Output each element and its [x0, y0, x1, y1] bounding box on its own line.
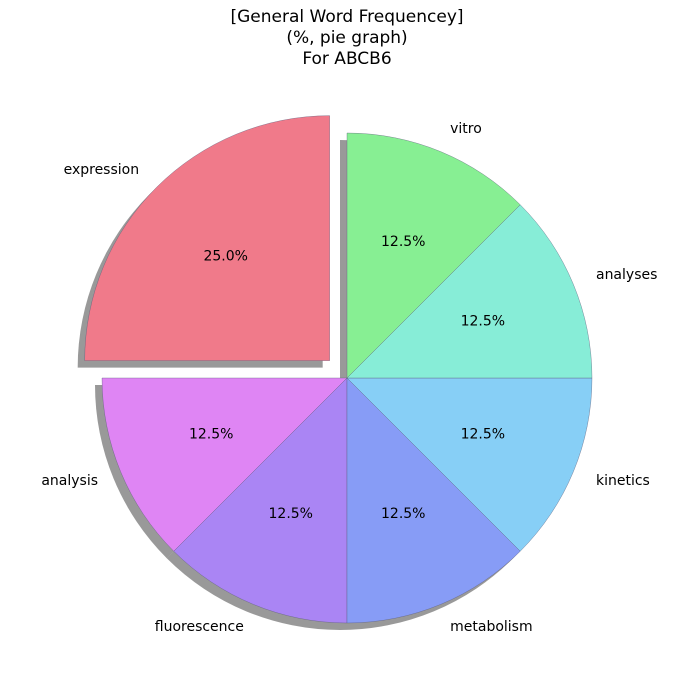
- slice-label-kinetics: kinetics: [596, 473, 650, 489]
- pie-slice-expression: [84, 115, 330, 361]
- pie-slice-fluorescence: [173, 377, 348, 624]
- slice-label-vitro: vitro: [450, 121, 482, 137]
- slice-label-metabolism: metabolism: [450, 619, 532, 635]
- slice-percent-expression: 25.0%: [203, 249, 247, 265]
- pie-slice-analysis: [101, 377, 348, 552]
- title-line-3: For ABCB6: [302, 49, 391, 69]
- slice-percent-fluorescence: 12.5%: [269, 506, 313, 522]
- slice-percent-analysis: 12.5%: [189, 426, 233, 442]
- pie-slices: [84, 115, 593, 624]
- chart-title: [General Word Frequencey] (%, pie graph)…: [230, 7, 463, 69]
- slice-percent-kinetics: 12.5%: [461, 426, 505, 442]
- slice-percent-analyses: 12.5%: [461, 314, 505, 330]
- pie-slice-metabolism: [346, 377, 521, 624]
- title-line-1: [General Word Frequencey]: [230, 7, 463, 27]
- pie-slice-kinetics: [346, 377, 593, 552]
- pie-slice-analyses: [346, 204, 593, 379]
- slice-label-expression: expression: [64, 162, 140, 178]
- slice-percent-vitro: 12.5%: [381, 234, 425, 250]
- pie-slice-vitro: [346, 132, 521, 379]
- title-line-2: (%, pie graph): [286, 28, 407, 48]
- slice-label-analyses: analyses: [596, 267, 657, 283]
- slice-percent-metabolism: 12.5%: [381, 506, 425, 522]
- slice-labels: expression 25.0% analysis 12.5% fluorescence…: [41, 121, 657, 635]
- slice-label-fluorescence: fluorescence: [155, 619, 244, 635]
- slice-label-analysis: analysis: [41, 473, 98, 489]
